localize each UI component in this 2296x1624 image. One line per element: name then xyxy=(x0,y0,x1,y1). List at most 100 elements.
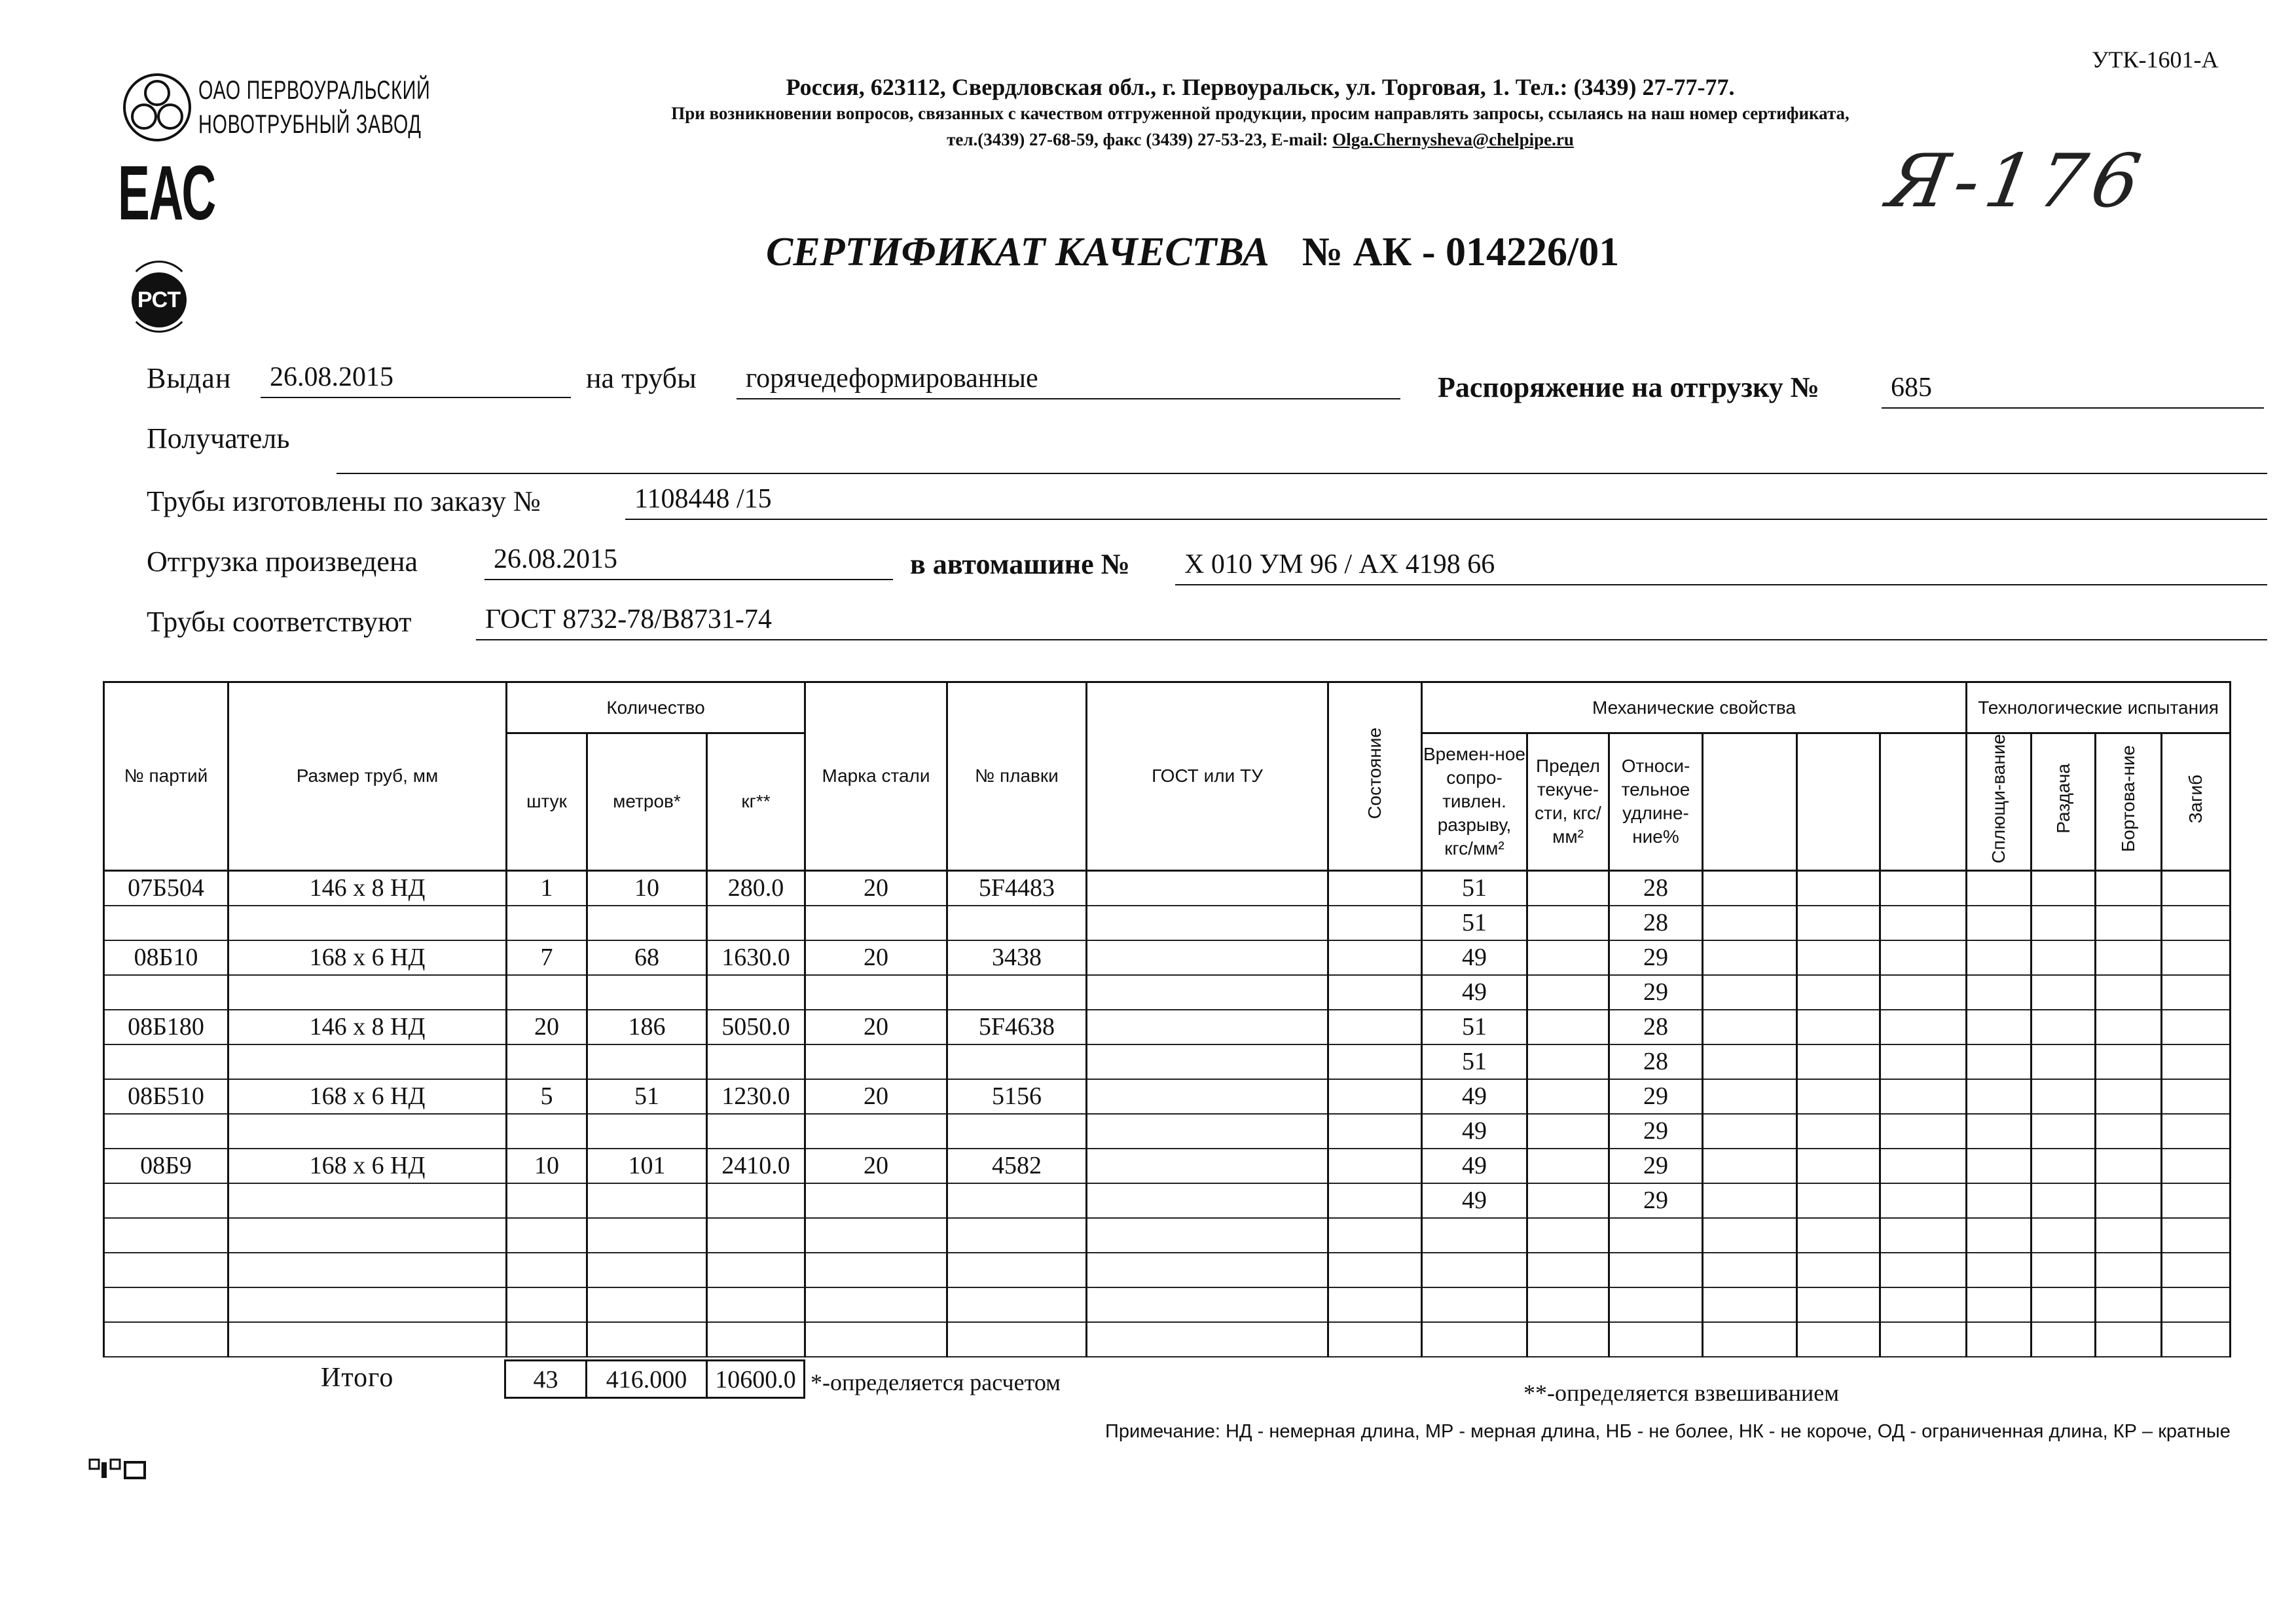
cell-bend xyxy=(2160,1078,2232,1115)
cell-blank1 xyxy=(1702,1321,1798,1357)
cell-blank3 xyxy=(1878,1008,1968,1045)
cell-size: 146 x 8 НД xyxy=(227,870,507,906)
cell-kg xyxy=(706,1043,806,1080)
table-row: 08Б9 168 x 6 НД 10 101 2410.0 20 4582 49 29 xyxy=(103,1147,2232,1184)
cell-state xyxy=(1327,1147,1423,1184)
cell-elong: 29 xyxy=(1608,1182,1704,1219)
company-name-line1: ОАО ПЕРВОУРАЛЬСКИЙ xyxy=(198,76,431,105)
header-expand-text: Раздача xyxy=(2052,764,2073,834)
cell-state xyxy=(1327,1008,1423,1045)
cell-meters xyxy=(586,1217,708,1253)
table-row: 51 28 xyxy=(103,904,2232,941)
certificate-number: № АК - 014226/01 xyxy=(1302,230,1620,274)
cell-flatten xyxy=(1965,1043,2033,1080)
cell-flatten xyxy=(1965,939,2033,976)
cell-blank1 xyxy=(1702,1078,1798,1115)
cell-party: 08Б510 xyxy=(103,1078,229,1115)
cell-heat: 5F4638 xyxy=(946,1008,1087,1045)
cell-pieces xyxy=(505,1251,588,1288)
cell-size: 168 x 6 НД xyxy=(227,1078,507,1115)
table-row: 08Б510 168 x 6 НД 5 51 1230.0 20 5156 49 29 xyxy=(103,1078,2232,1115)
cell-gost xyxy=(1085,1078,1329,1115)
cell-heat: 3438 xyxy=(946,939,1087,976)
cell-party: 07Б504 xyxy=(103,870,229,906)
cell-blank1 xyxy=(1702,1147,1798,1184)
cell-bend xyxy=(2160,904,2232,941)
pipes-label: на трубы xyxy=(586,362,697,394)
issued-row: Выдан xyxy=(147,361,231,395)
cell-bend xyxy=(2160,870,2232,906)
order-label: Распоряжение на отгрузку № xyxy=(1438,371,1819,403)
cell-tensile xyxy=(1421,1217,1528,1253)
cell-tensile: 49 xyxy=(1421,1113,1528,1149)
cell-state xyxy=(1327,1078,1423,1115)
pipes-field: горячедеформированные xyxy=(737,361,1400,399)
cell-party xyxy=(103,974,229,1010)
cell-blank3 xyxy=(1878,1251,1968,1288)
cell-yield xyxy=(1526,939,1610,976)
cell-gost xyxy=(1085,904,1329,941)
cell-steel xyxy=(804,1217,948,1253)
cell-steel: 20 xyxy=(804,1147,948,1184)
cell-blank2 xyxy=(1796,904,1881,941)
cell-flange xyxy=(2094,1182,2163,1219)
header-state-text: Состояние xyxy=(1364,727,1385,819)
cell-flatten xyxy=(1965,870,2033,906)
cell-kg xyxy=(706,1251,806,1288)
cell-tensile xyxy=(1421,1321,1528,1357)
cell-blank3 xyxy=(1878,1113,1968,1149)
header-steel: Марка стали xyxy=(804,681,948,872)
shipped-label: Отгрузка произведена xyxy=(147,545,418,578)
email-link[interactable]: Olga.Chernysheva@chelpipe.ru xyxy=(1332,130,1574,149)
table-row: 07Б504 146 x 8 НД 1 10 280.0 20 5F4483 51 28 xyxy=(103,870,2232,906)
cell-blank2 xyxy=(1796,870,1881,906)
cell-bend xyxy=(2160,1286,2232,1323)
cell-elong xyxy=(1608,1217,1704,1253)
cell-elong: 29 xyxy=(1608,1078,1704,1115)
cell-steel: 20 xyxy=(804,1008,948,1045)
cell-yield xyxy=(1526,974,1610,1010)
cell-blank2 xyxy=(1796,1043,1881,1080)
cell-pieces: 7 xyxy=(505,939,588,976)
cell-steel xyxy=(804,1321,948,1357)
cell-tensile: 51 xyxy=(1421,1043,1528,1080)
cell-blank2 xyxy=(1796,1321,1881,1357)
cell-flange xyxy=(2094,974,2163,1010)
cell-tensile: 49 xyxy=(1421,1078,1528,1115)
table-row: 49 29 xyxy=(103,1113,2232,1149)
footnote-note: Примечание: НД - немерная длина, МР - ме… xyxy=(1105,1421,2231,1442)
cell-state xyxy=(1327,1251,1423,1288)
cell-blank2 xyxy=(1796,1008,1881,1045)
address-line3: тел.(3439) 27-68-59, факс (3439) 27-53-2… xyxy=(458,130,2062,150)
cell-pieces xyxy=(505,1113,588,1149)
cell-meters xyxy=(586,1321,708,1357)
cell-size xyxy=(227,1321,507,1357)
cell-yield xyxy=(1526,904,1610,941)
cell-heat xyxy=(946,1321,1087,1357)
pct-arc-icon xyxy=(125,261,193,333)
cell-steel xyxy=(804,1286,948,1323)
table-row xyxy=(103,1321,2232,1357)
cell-gost xyxy=(1085,1113,1329,1149)
header-kg: кг** xyxy=(706,732,806,872)
cell-size xyxy=(227,1217,507,1253)
cell-meters xyxy=(586,1286,708,1323)
cell-blank3 xyxy=(1878,939,1968,976)
cell-tensile: 51 xyxy=(1421,904,1528,941)
cell-blank2 xyxy=(1796,1182,1881,1219)
cell-heat xyxy=(946,1043,1087,1080)
cell-expand xyxy=(2030,1008,2097,1045)
cell-expand xyxy=(2030,904,2097,941)
cell-blank3 xyxy=(1878,1286,1968,1323)
cell-bend xyxy=(2160,1182,2232,1219)
cell-blank3 xyxy=(1878,1217,1968,1253)
header-elong: Относи-тельное удлине-ние% xyxy=(1608,732,1704,872)
cell-blank1 xyxy=(1702,904,1798,941)
cell-size: 168 x 6 НД xyxy=(227,939,507,976)
header-tensile: Времен-ное сопро-тивлен. разрыву, кгс/мм… xyxy=(1421,732,1528,872)
company-name-line2: НОВОТРУБНЫЙ ЗАВОД xyxy=(198,110,422,139)
cell-expand xyxy=(2030,939,2097,976)
cell-party xyxy=(103,1321,229,1357)
cell-kg: 5050.0 xyxy=(706,1008,806,1045)
recipient-label: Получатель xyxy=(147,422,290,454)
